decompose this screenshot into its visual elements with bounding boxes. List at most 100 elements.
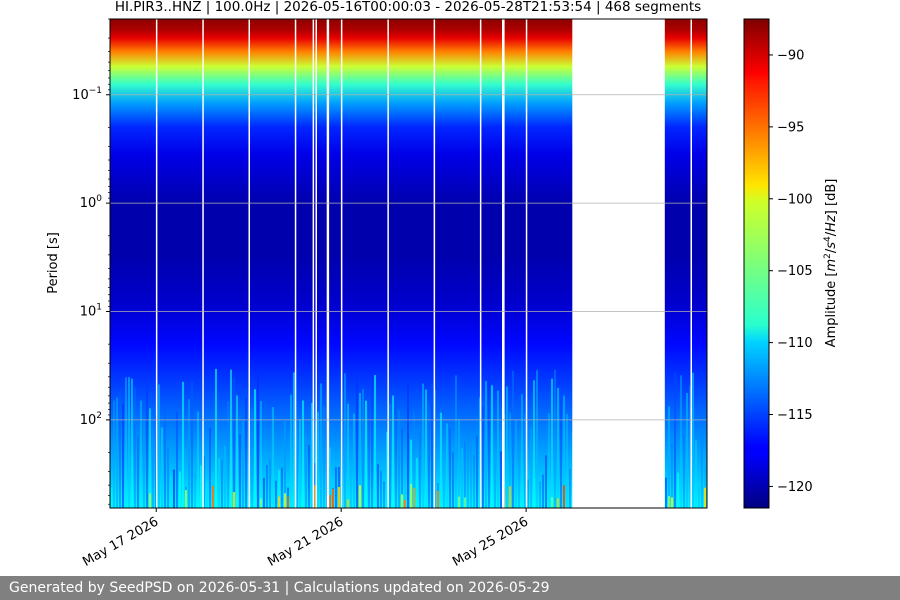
spectrogram-streak [449,428,451,508]
spectrogram-streak [446,423,448,508]
spectrogram-streak [182,381,184,508]
spectrogram-streak [668,406,670,508]
spectrogram-streak [539,481,541,508]
spectrogram-streak [545,455,547,508]
spectrogram-streak [413,410,415,508]
spectrogram-streak [350,461,352,508]
spectrogram-streak [347,403,349,508]
spectrogram-streak [218,458,220,508]
spectrogram-streak [701,429,703,508]
spectrogram-streak [206,481,208,508]
spectrogram-streak [128,377,130,508]
spectrogram-streak [323,405,325,508]
gridlines [110,94,707,421]
spectrogram-streak [482,405,484,508]
spectrogram-streak [275,480,277,508]
spectrogram-streak [551,378,553,508]
spectrogram-streak [329,495,331,508]
spectrogram-streak [263,477,265,508]
spectrogram-streak [386,431,388,508]
spectrogram-streak [362,389,364,508]
footer-bar: Generated by SeedPSD on 2026-05-31 | Cal… [0,576,900,600]
spectrogram-streak [203,456,205,508]
spectrogram-streak [410,439,412,508]
spectrogram-streak [266,465,268,508]
spectrogram-streak [455,375,457,508]
spectrogram-streak [704,465,706,508]
spectrogram-streak [395,391,397,508]
spectrogram-streak [458,419,460,508]
data-gap [315,19,317,508]
spectrogram-streak [143,420,145,508]
spectrogram-streak [242,420,244,508]
colorbar-tick-label: −115 [777,408,813,423]
spectrogram-streak [140,400,142,508]
spectrogram-streak [260,498,262,508]
spectrogram-streak [383,481,385,508]
spectrogram-streak [374,375,376,508]
spectrogram-streak [161,427,163,508]
spectrogram-streak [506,386,508,508]
spectrogram-streak [152,444,154,508]
spectrogram-streak [194,473,196,508]
spectrogram-streak [359,485,361,508]
spectrogram-streak [146,378,148,508]
spectrogram-streak [473,455,475,508]
spectrogram-streak [239,434,241,508]
spectrogram-streak [185,490,187,508]
data-gap [502,19,505,508]
spectrogram-streak [488,368,490,508]
spectrogram-streak [566,413,568,508]
spectrogram-streak [284,493,286,508]
data-gap [479,19,482,508]
spectrogram-streak [188,399,190,508]
spectrogram-streak [245,397,247,508]
y-axis-ticks: 10−1 100 101 102 [72,18,110,505]
data-gap [690,19,692,508]
x-tick-label: May 25 2026 [450,514,531,569]
psd-chart: HI.PIR3..HNZ | 100.0Hz | 2026-05-16T00:0… [46,0,839,570]
spectrogram-streak [158,384,160,508]
spectrogram-streak [308,445,310,508]
spectrogram-streak [521,394,523,508]
spectrogram-streak [254,389,256,508]
spectrogram-streak [428,405,430,508]
spectrogram-streak [347,499,349,508]
spectrogram-streak [170,474,172,508]
data-gap [326,19,330,508]
spectrogram-streak [401,428,403,508]
spectrogram-streak [119,390,121,508]
data-gap [248,19,250,508]
spectrogram-streak [563,395,565,508]
spectrogram-streak [233,377,235,508]
spectrogram-streak [542,474,544,508]
spectrogram-streak [179,471,181,508]
spectrogram-streak [197,411,199,508]
spectrogram-streak [461,448,463,508]
spectrogram-streak [491,385,493,508]
plot-frame [109,18,708,509]
spectrogram-streak [551,497,553,508]
spectrogram-streak [392,395,394,508]
spectrogram-streak [404,500,406,508]
spectrogram-streak [413,487,415,508]
spectrogram-streak [287,496,289,508]
spectrogram-streak [257,372,259,508]
spectrogram-streak [674,371,676,508]
spectrogram-streak [509,486,511,508]
spectrogram-streak [665,477,667,508]
spectrogram-streak [281,467,283,508]
spectrogram-streak [251,408,253,508]
spectrogram-streak [125,377,127,508]
spectrogram-streak [134,387,136,508]
spectrogram-streak [695,439,697,508]
spectrogram-streak [299,419,301,508]
spectrogram-streak [260,401,262,508]
spectrogram-streak [698,486,700,508]
spectrogram-streak [425,389,427,508]
data-gap [572,19,665,508]
spectrogram-streak [278,496,280,508]
spectrogram-streak [167,448,169,508]
spectrogram-streak [467,430,469,508]
spectrogram-streak [401,494,403,508]
